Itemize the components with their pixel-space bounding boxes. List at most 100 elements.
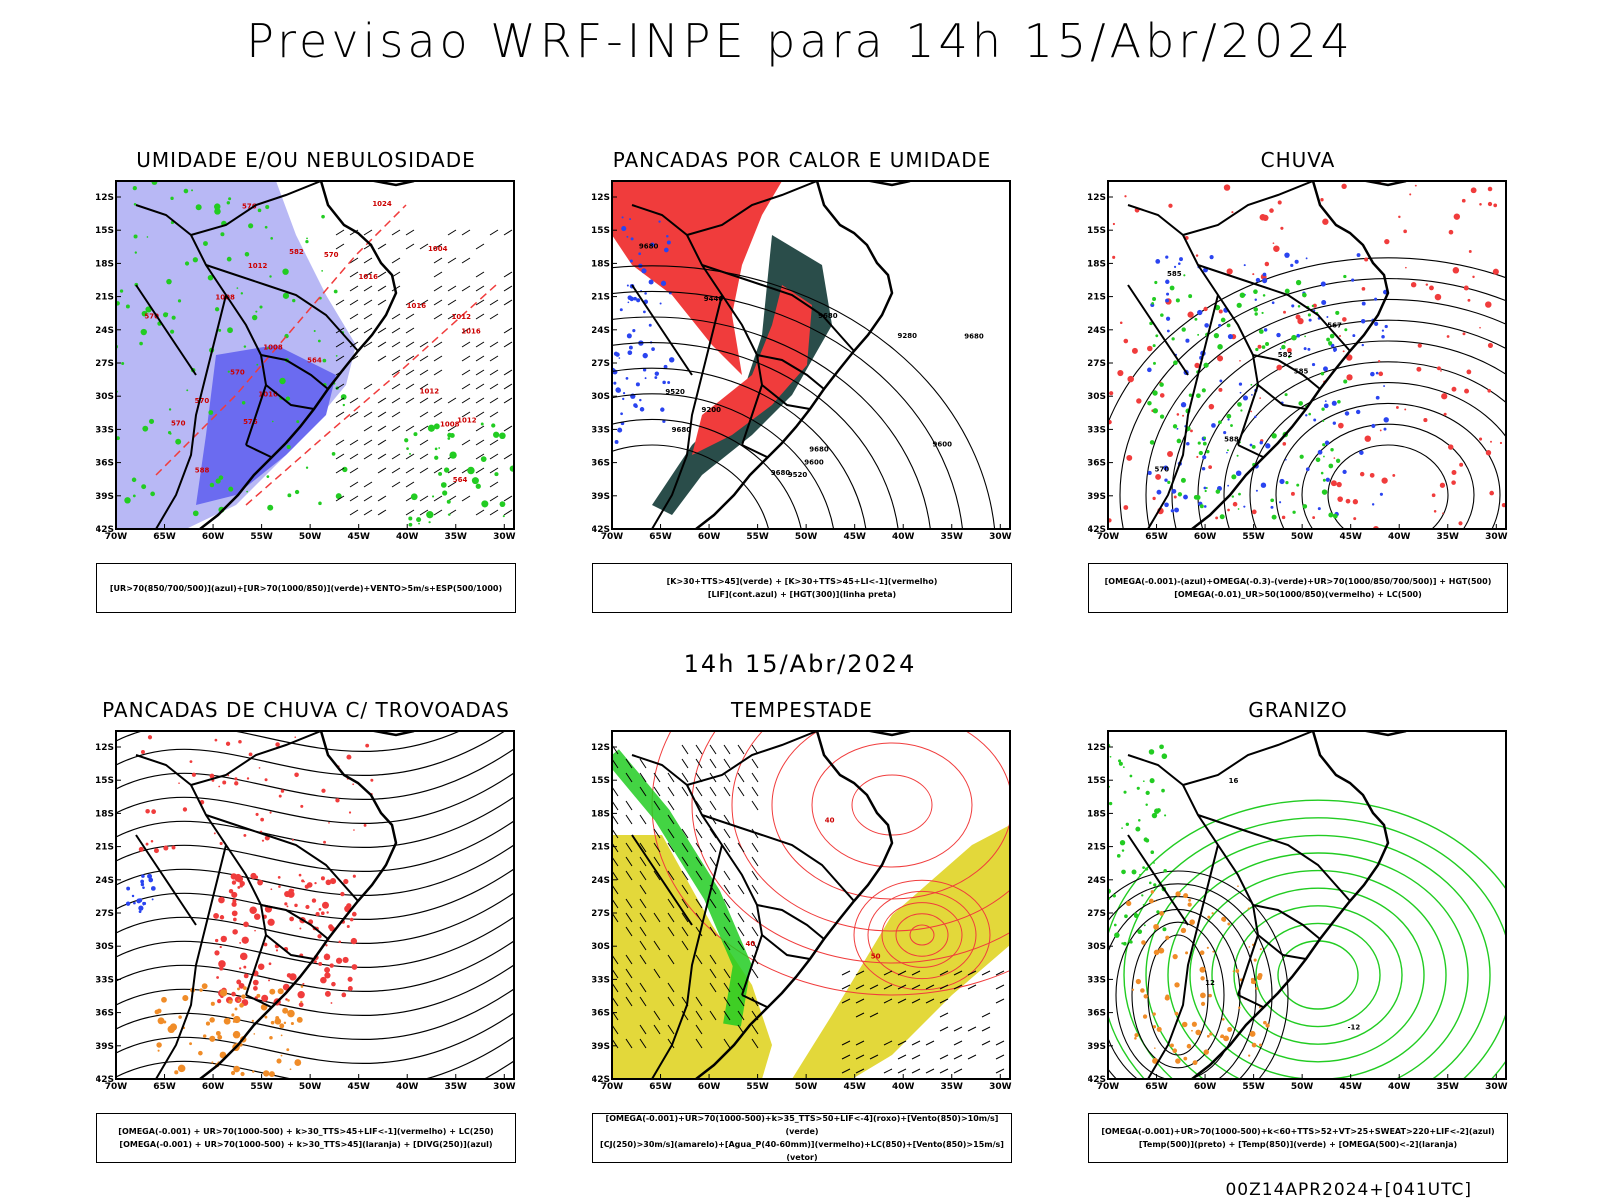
lifted-index-contour — [651, 347, 655, 351]
rain-green — [1197, 441, 1201, 445]
lifted-index-contour — [658, 220, 661, 223]
low-humidity-blob — [448, 513, 451, 516]
rain-blue — [1147, 470, 1152, 475]
rain-red — [1472, 275, 1475, 279]
omega-orange — [1164, 995, 1170, 1001]
thunderstorm-red — [370, 778, 374, 782]
thunderstorm-orange — [217, 1034, 223, 1040]
low-humidity-blob — [244, 251, 250, 257]
wind-vector — [653, 1010, 661, 1021]
wind-vector — [639, 898, 647, 909]
omega-orange — [1172, 1048, 1178, 1054]
low-humidity-blob — [335, 493, 342, 500]
temp850-contour — [1151, 812, 1158, 819]
wind-vector — [335, 453, 345, 460]
lat-label: 15S — [592, 776, 610, 786]
wind-vector — [681, 926, 689, 937]
wind-vector — [751, 968, 759, 979]
omega-orange — [1142, 1014, 1148, 1019]
wind-vector — [503, 271, 513, 278]
thunderstorm-red — [225, 741, 231, 746]
lon-label: 65W — [649, 532, 672, 542]
hgt500-contour — [1275, 402, 1501, 529]
wind-vector — [391, 229, 401, 236]
wind-vector — [489, 341, 499, 348]
wind-vector — [953, 1068, 963, 1074]
thunderstorm-orange — [228, 999, 233, 1004]
hgt300-contour — [612, 393, 835, 529]
thunderstorm-red — [145, 808, 150, 814]
wind-vector — [639, 772, 647, 783]
thunderstorm-red — [243, 973, 249, 979]
thunderstorm-red — [138, 846, 144, 852]
rain-blue — [1326, 315, 1329, 318]
rain-blue — [1352, 334, 1356, 338]
rain-green — [1173, 360, 1178, 366]
rain-blue — [1186, 442, 1190, 446]
lat-label: 27S — [1088, 359, 1106, 369]
lon-label: 40W — [396, 1082, 419, 1092]
rain-blue — [1271, 301, 1275, 305]
rain-red — [1250, 410, 1253, 413]
temp850-contour — [1121, 849, 1125, 852]
thunderstorm-red — [232, 899, 237, 904]
lon-label: 40W — [396, 532, 419, 542]
wind-vector — [377, 355, 387, 362]
lat-label: 30S — [1088, 942, 1106, 952]
lat-label: 33S — [96, 975, 114, 985]
wind-vector — [667, 800, 675, 811]
map-tempestade: 40504012S15S18S21S24S27S30S33S36S39S42S7… — [592, 730, 1012, 1092]
rain-red — [1295, 314, 1301, 320]
rain-green — [1271, 433, 1277, 439]
lon-label: 30W — [989, 1082, 1012, 1092]
omega-orange — [1150, 890, 1155, 894]
thunderstorm-red — [255, 812, 259, 816]
thunderstorm-orange — [202, 1034, 207, 1038]
panel-legend: [OMEGA(-0.001)+UR>70(1000-500)+k<60+TTS>… — [1088, 1113, 1508, 1163]
rain-red — [1337, 422, 1344, 429]
wind-vector — [489, 299, 499, 306]
lat-label: 33S — [96, 425, 114, 435]
omega-orange — [1152, 1057, 1158, 1064]
hgt300-contour — [612, 290, 963, 529]
thunderstorm-red — [275, 742, 280, 747]
rain-blue — [1147, 367, 1152, 373]
low-humidity-blob — [440, 482, 447, 488]
lat-label: 27S — [96, 909, 114, 919]
temp850-contour — [1161, 753, 1168, 760]
low-humidity-blob — [481, 500, 489, 508]
wind-vector — [981, 970, 991, 976]
coastline — [817, 731, 911, 737]
hgt500-contour — [1108, 257, 1506, 425]
rain-blue — [1176, 427, 1179, 430]
rain-green — [1205, 487, 1208, 489]
temp850-contour — [1145, 790, 1150, 795]
rain-green — [1261, 311, 1264, 315]
rain-blue — [1383, 427, 1387, 431]
lifted-index-contour — [660, 280, 667, 286]
wind-vector — [349, 271, 359, 278]
wind-vector — [841, 1054, 851, 1060]
lon-label: 70W — [601, 1082, 624, 1092]
streamline — [116, 772, 514, 824]
wind-vector — [911, 984, 921, 990]
wind-vector — [405, 383, 415, 390]
thunderstorm-orange — [178, 1015, 182, 1019]
rain-green — [1236, 454, 1239, 457]
lat-label: 39S — [592, 1042, 610, 1052]
thunderstorm-red — [231, 891, 238, 898]
wind-vector — [737, 926, 745, 937]
streamline — [116, 892, 514, 944]
lifted-index-contour — [642, 352, 648, 359]
rain-blue — [1323, 403, 1329, 409]
wind-vector — [883, 1040, 893, 1046]
wind-vector — [695, 1038, 703, 1049]
omega-orange — [1247, 907, 1250, 910]
wind-vector — [897, 1040, 907, 1046]
country-border — [205, 264, 359, 352]
wind-vector — [695, 870, 703, 881]
lat-label: 24S — [1088, 876, 1106, 886]
thunderstorm-orange — [209, 1035, 216, 1042]
wind-vector — [461, 257, 471, 264]
